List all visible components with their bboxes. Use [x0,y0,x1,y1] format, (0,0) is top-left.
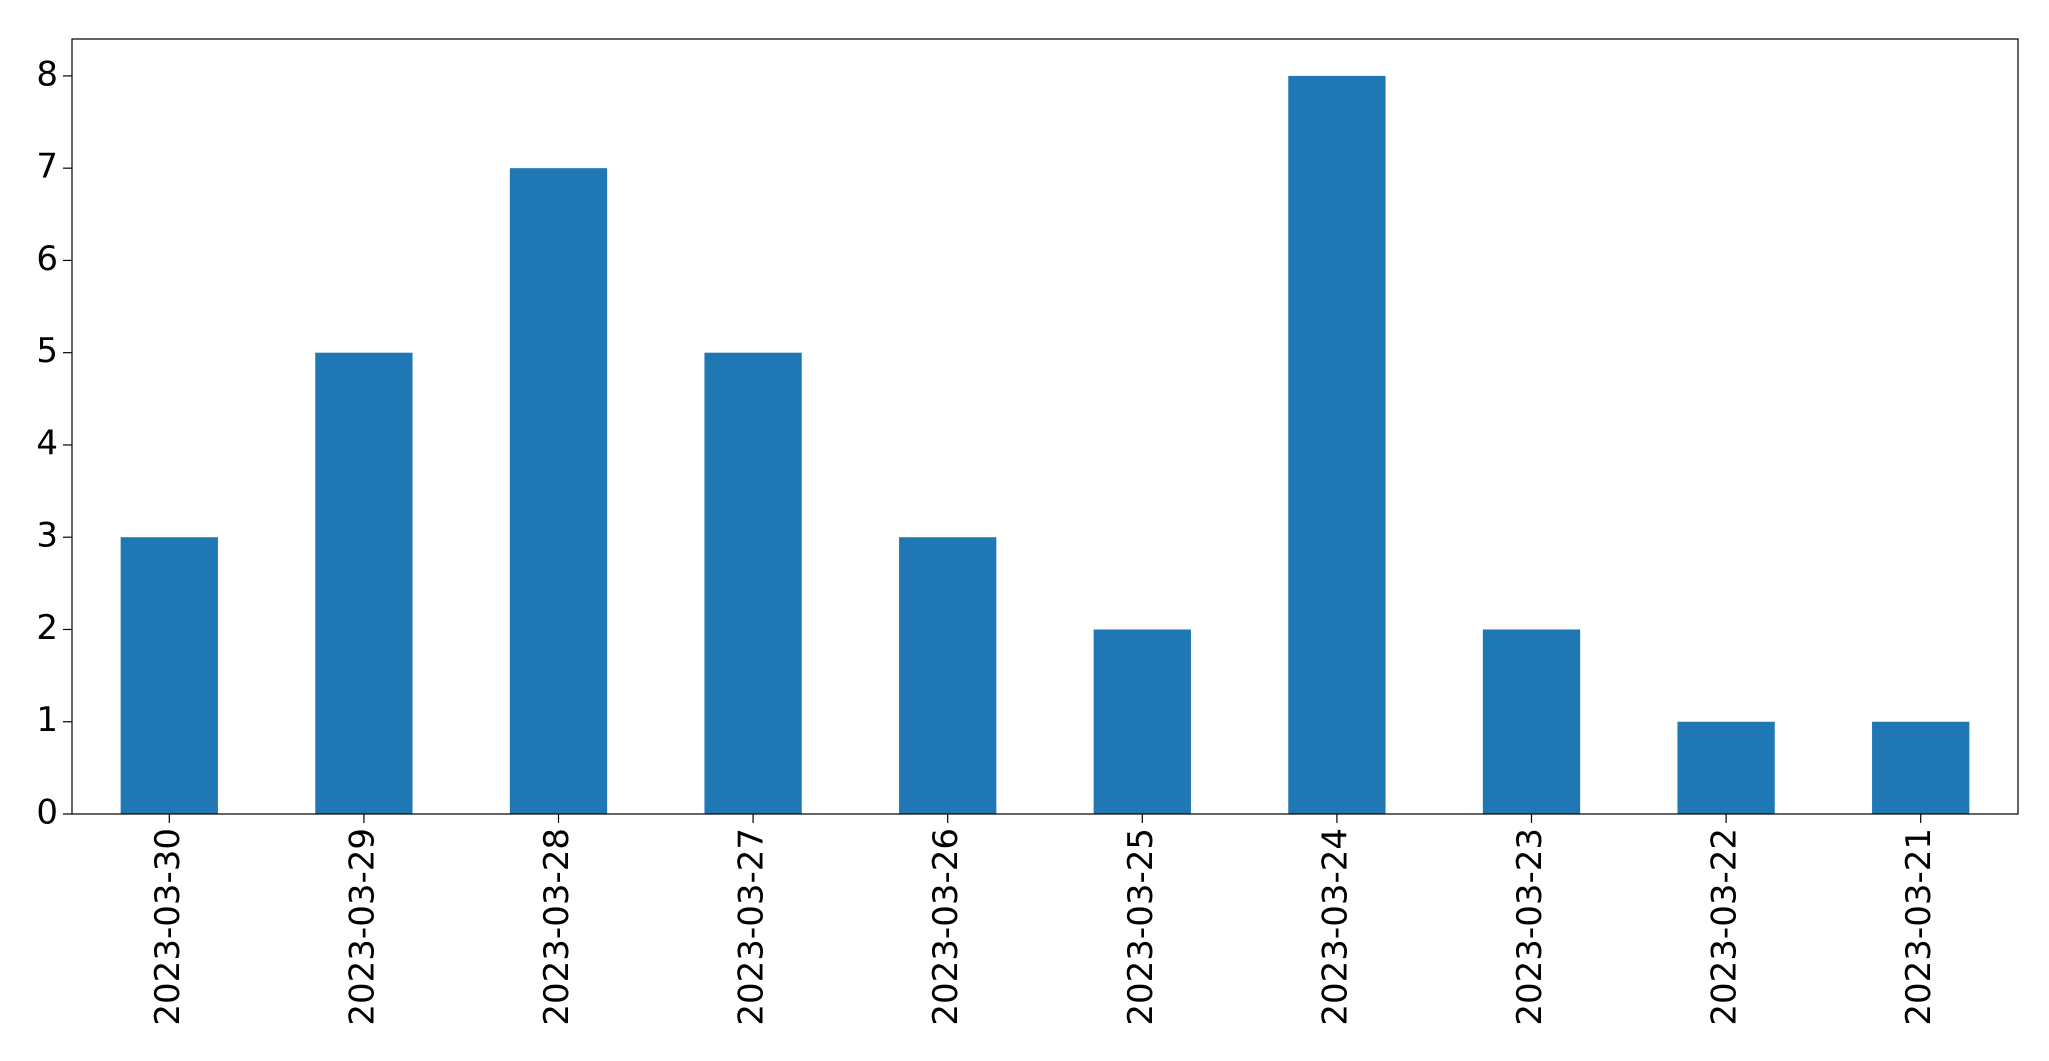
bar [1093,629,1191,814]
y-tick-label: 0 [36,793,58,833]
y-tick-label: 7 [36,147,58,187]
x-tick-label: 2023-03-25 [1121,828,1161,1026]
y-tick-label: 3 [36,516,58,556]
x-tick-label: 2023-03-27 [732,828,772,1026]
x-tick-label: 2023-03-24 [1315,828,1355,1026]
x-tick-label: 2023-03-26 [926,828,966,1026]
bar [315,352,413,814]
x-tick-label: 2023-03-23 [1510,828,1550,1026]
x-tick-label: 2023-03-30 [148,828,188,1026]
x-tick-label: 2023-03-28 [537,828,577,1026]
bar [899,537,997,814]
y-tick-label: 1 [36,700,58,740]
x-tick-label: 2023-03-29 [342,828,382,1026]
bar [120,537,218,814]
bar [1677,721,1775,814]
y-tick-label: 6 [36,239,58,279]
y-tick-label: 5 [36,331,58,371]
y-tick-label: 2 [36,608,58,648]
bar [1482,629,1581,814]
y-tick-label: 8 [36,54,58,94]
y-tick-label: 4 [36,423,58,463]
bar [704,352,802,814]
bar [1872,721,1970,814]
plot-frame [71,38,2019,815]
bar [1288,75,1386,814]
x-tick-label: 2023-03-21 [1899,828,1939,1026]
x-tick-label: 2023-03-22 [1705,828,1745,1026]
bar [509,168,608,814]
